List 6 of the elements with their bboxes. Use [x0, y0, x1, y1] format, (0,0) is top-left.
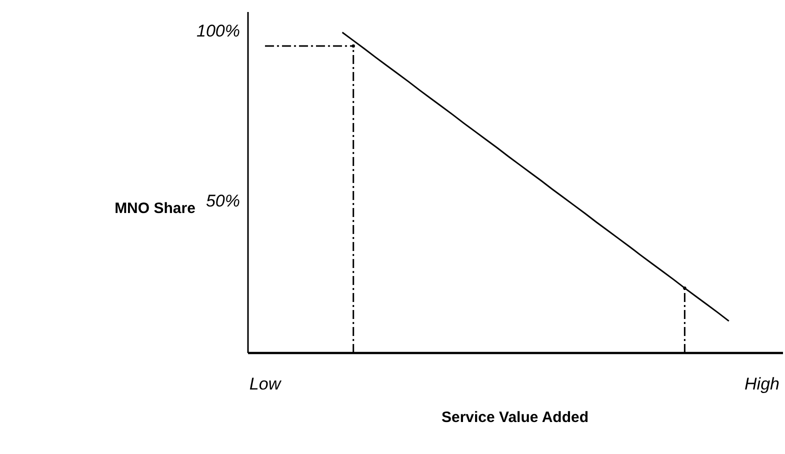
x-tick-label: Low — [249, 374, 282, 394]
y-tick-label: 100% — [196, 22, 240, 41]
x-tick-label: High — [744, 374, 780, 394]
y-tick-label: 50% — [206, 192, 240, 211]
y-axis-title: MNO Share — [114, 200, 196, 217]
x-axis-title: Service Value Added — [441, 408, 589, 426]
